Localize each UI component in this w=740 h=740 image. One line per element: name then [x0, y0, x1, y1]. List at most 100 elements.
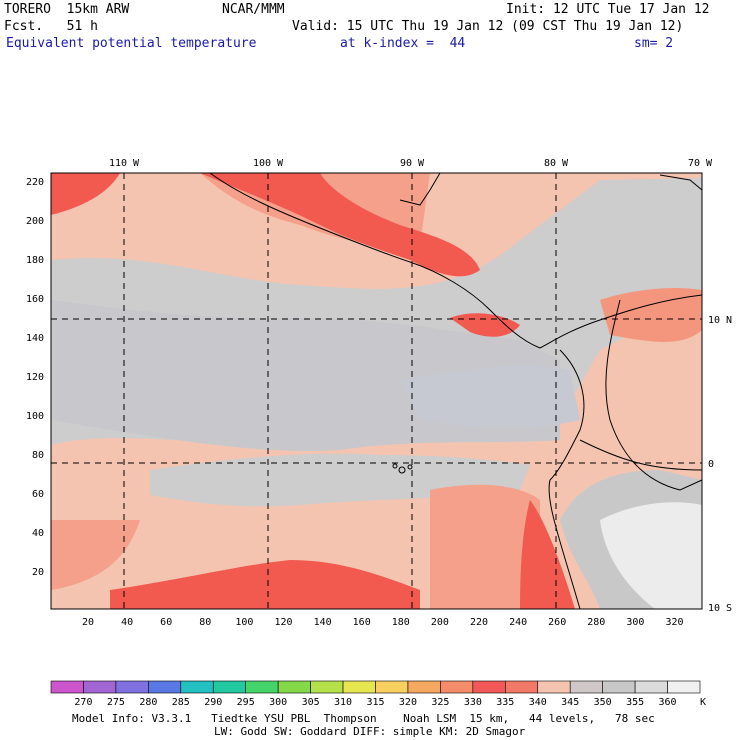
colorbar-swatch: [342, 680, 376, 694]
x-tick: 100: [235, 617, 253, 628]
x-tick: 280: [587, 617, 605, 628]
colorbar-labels: 270 275 280 285 290 295 300 305 310 315 320 325 330 3…: [74, 697, 676, 708]
colorbar-swatch: [180, 680, 214, 694]
lat-label: 0: [708, 459, 714, 470]
colorbar-label: 350: [594, 697, 612, 708]
lon-label: 90 W: [400, 158, 425, 169]
x-tick: 200: [431, 617, 449, 628]
lon-label: 110 W: [109, 158, 140, 169]
colorbar-label: 300: [269, 697, 287, 708]
lon-labels: 110 W 100 W 90 W 80 W 70 W: [109, 158, 713, 169]
colorbar-label: 340: [529, 697, 547, 708]
smoothing: sm= 2: [634, 36, 674, 51]
x-tick: 220: [470, 617, 488, 628]
coast-south-america-west: [548, 349, 585, 610]
colorbar-swatch: [50, 680, 84, 694]
colorbar-swatch: [472, 680, 506, 694]
model-title: TORERO 15km ARW: [4, 2, 130, 17]
init-time: Init: 12 UTC Tue 17 Jan 12: [506, 2, 710, 17]
colorbar-label: 295: [237, 697, 255, 708]
y-tick: 220: [26, 177, 44, 188]
colorbar-swatch: [277, 680, 311, 694]
forecast-hour: Fcst. 51 h: [4, 19, 98, 34]
red-south-band: [110, 560, 420, 609]
model-info: Model Info: V3.3.1 Tiedtke YSU PBL Thomp…: [72, 712, 655, 725]
y-ticks: 220 200 180 160 140 120 100 80 60 40 20: [26, 177, 44, 578]
colorbar-label: 335: [496, 697, 514, 708]
colorbar-swatch: [375, 680, 409, 694]
red-peru-coast: [520, 500, 575, 609]
colorbar-swatch: [634, 680, 668, 694]
colorbar-swatch: [310, 680, 344, 694]
colorbar-swatch: [212, 680, 247, 694]
map-frame: [50, 172, 703, 610]
y-tick: 200: [26, 216, 44, 227]
x-ticks: 20 40 60 80 100 120 140 160 180 200 220 240 260 280 30…: [82, 617, 684, 628]
x-tick: 140: [314, 617, 332, 628]
x-tick: 240: [509, 617, 527, 628]
border-colombia-ecuador: [605, 299, 703, 491]
x-tick: 60: [160, 617, 172, 628]
lat-label: 10 N: [708, 315, 732, 326]
lon-label: 80 W: [544, 158, 569, 169]
colorbar-label: 280: [139, 697, 157, 708]
salmon-venezuela: [600, 288, 702, 342]
coast-caribbean-north: [659, 174, 703, 191]
lon-label: 100 W: [253, 158, 284, 169]
colorbar-label: 270: [74, 697, 92, 708]
coast-yucatan: [399, 172, 441, 206]
y-tick: 160: [26, 294, 44, 305]
red-mexico: [200, 173, 480, 277]
colorbar-unit: K: [700, 697, 706, 708]
colorbar-label: 315: [366, 697, 384, 708]
colorbar-swatch: [407, 680, 441, 694]
colorbar-swatch: [602, 680, 636, 694]
center-name: NCAR/MMM: [222, 2, 285, 17]
x-tick: 160: [353, 617, 371, 628]
lon-label: 70 W: [688, 158, 713, 169]
colorbar: [50, 680, 701, 694]
colorbar-label: 290: [204, 697, 222, 708]
x-tick: 20: [82, 617, 94, 628]
lat-labels: 10 N 0 10 S: [708, 315, 732, 614]
y-tick: 40: [32, 528, 44, 539]
valid-time: Valid: 15 UTC Thu 19 Jan 12 (09 CST Thu …: [292, 19, 684, 34]
colorbar-swatch: [115, 680, 149, 694]
x-tick: 80: [199, 617, 211, 628]
colorbar-label: 310: [334, 697, 352, 708]
salmon-sw: [51, 520, 140, 590]
red-nw: [51, 173, 120, 215]
colorbar-swatch: [83, 680, 117, 694]
colorbar-swatch: [537, 680, 571, 694]
model-physics: LW: Godd SW: Goddard DIFF: simple KM: 2D…: [214, 725, 526, 738]
x-tick: 300: [626, 617, 644, 628]
lat-label: 10 S: [708, 603, 732, 614]
y-tick: 80: [32, 450, 44, 461]
colorbar-label: 345: [561, 697, 579, 708]
galapagos-islands: [392, 463, 413, 474]
colorbar-swatch: [667, 680, 701, 694]
y-tick: 20: [32, 567, 44, 578]
colorbar-swatch: [245, 680, 279, 694]
x-tick: 180: [392, 617, 410, 628]
colorbar-label: 360: [659, 697, 677, 708]
colorbar-swatch: [148, 680, 182, 694]
y-tick: 140: [26, 333, 44, 344]
field-name: Equivalent potential temperature: [6, 36, 257, 51]
coast-pacific-central-america: [209, 172, 541, 349]
amazon-white: [600, 502, 702, 609]
x-tick: 120: [274, 617, 292, 628]
colorbar-label: 330: [464, 697, 482, 708]
colorbar-label: 275: [107, 697, 125, 708]
colorbar-swatch: [440, 680, 474, 694]
colorbar-label: 355: [626, 697, 644, 708]
level-index: at k-index = 44: [340, 36, 466, 51]
colorbar-swatch: [569, 680, 603, 694]
y-tick: 180: [26, 255, 44, 266]
y-tick: 120: [26, 372, 44, 383]
gray-patch: [400, 365, 580, 428]
x-tick: 260: [548, 617, 566, 628]
colorbar-label: 320: [399, 697, 417, 708]
colorbar-swatch: [504, 680, 539, 694]
